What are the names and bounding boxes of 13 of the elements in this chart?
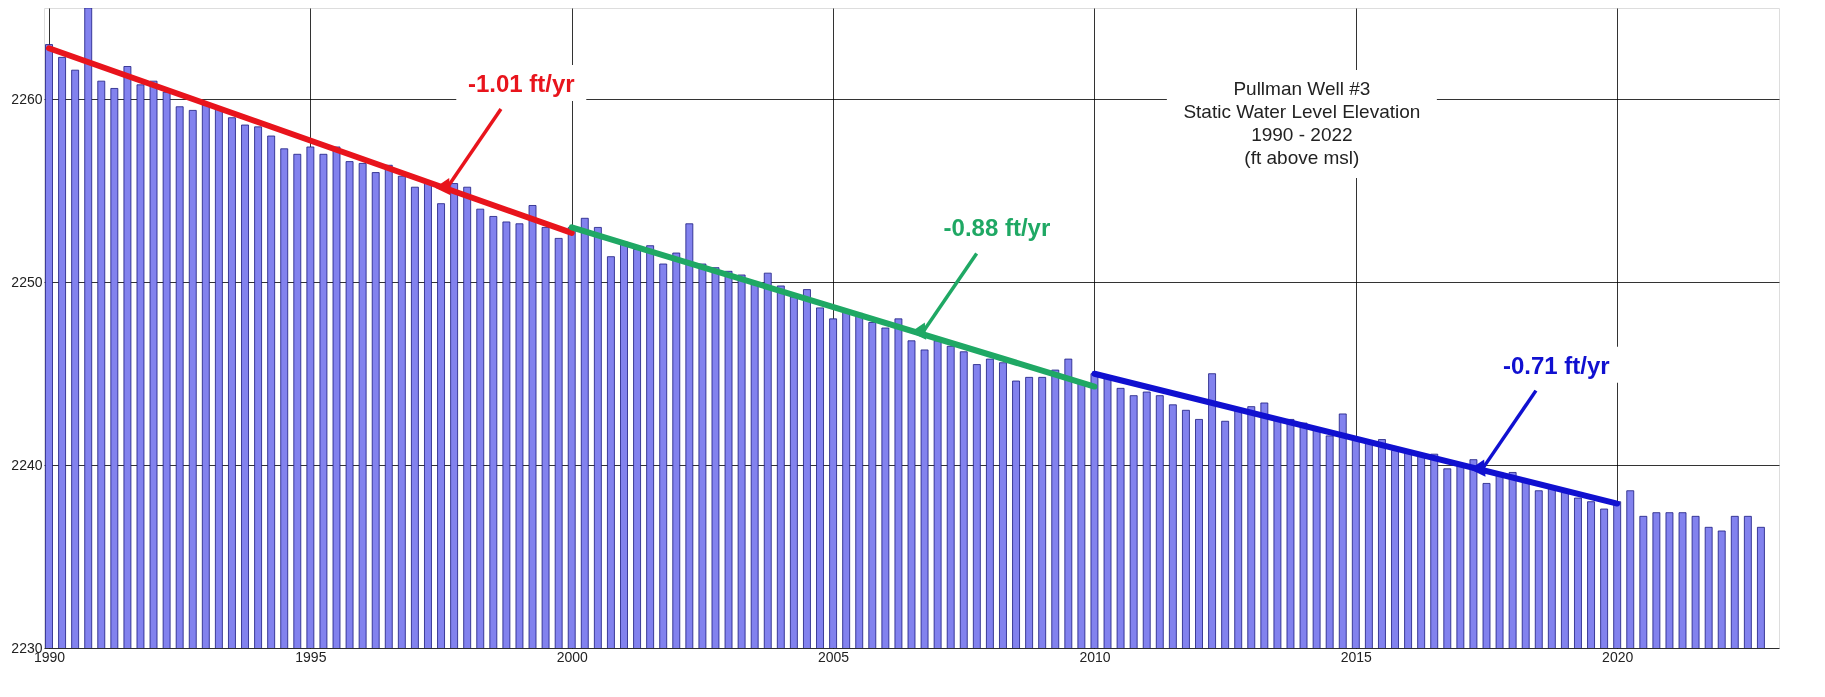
x-tick-label: 2015 [1340, 648, 1373, 665]
x-tick-label: 2000 [556, 648, 589, 665]
y-tick-label: 2260 [11, 90, 43, 107]
x-tick-label: 1995 [295, 648, 327, 665]
annotation: -0.88 ft/yr [943, 214, 1051, 242]
y-tick-label: 2240 [11, 456, 43, 473]
annotation: -0.71 ft/yr [1502, 351, 1610, 379]
x-tick-label: 2005 [818, 648, 850, 665]
annotation: -1.01 ft/yr [467, 70, 575, 98]
x-tick-label: 2020 [1602, 648, 1634, 665]
text: Pullman Well #3 Static Water Level Elevation 1990 - 2022 (ft above msl) [1183, 78, 1421, 168]
x-tick-label: 2010 [1079, 648, 1111, 665]
y-tick-label: 2250 [11, 273, 43, 290]
